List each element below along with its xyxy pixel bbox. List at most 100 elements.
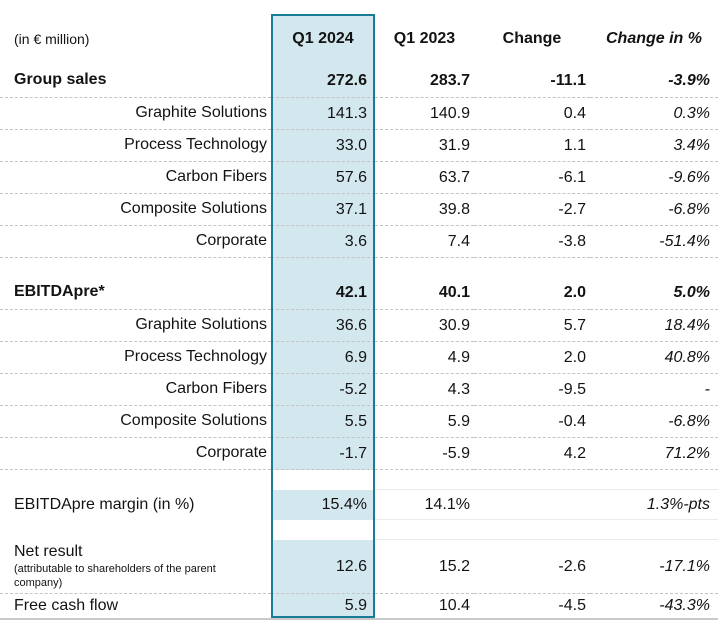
value-change: 0.4 xyxy=(474,98,590,130)
row-label: Composite Solutions xyxy=(120,200,267,218)
row-label: Graphite Solutions xyxy=(135,104,267,122)
value-q1-2023: 40.1 xyxy=(375,276,474,310)
row-label: Group sales xyxy=(14,71,107,89)
value-change: 1.1 xyxy=(474,130,590,162)
value-change xyxy=(474,490,590,520)
value-q1-2023 xyxy=(375,258,474,276)
value-q1-2024: 141.3 xyxy=(271,98,375,130)
column-header-q1-2023: Q1 2023 xyxy=(393,30,456,47)
value-change-pct: 18.4% xyxy=(590,310,718,342)
table-row: Net result (attributable to shareholders… xyxy=(0,540,718,594)
value-change-pct: -51.4% xyxy=(590,226,718,258)
row-label: Carbon Fibers xyxy=(165,168,267,186)
value-change-pct xyxy=(590,520,718,540)
table-row: Graphite Solutions 141.3 140.9 0.4 0.3% xyxy=(0,98,718,130)
value-change-pct: 0.3% xyxy=(590,98,718,130)
value-change: 2.0 xyxy=(474,276,590,310)
table-row: Group sales 272.6 283.7 -11.1 -3.9% xyxy=(0,64,718,98)
row-label: Process Technology xyxy=(124,136,267,154)
value-change-pct: -17.1% xyxy=(590,540,718,594)
value-change-pct: 40.8% xyxy=(590,342,718,374)
value-q1-2024 xyxy=(271,470,375,490)
value-change-pct: 5.0% xyxy=(590,276,718,310)
value-q1-2024: 5.9 xyxy=(271,594,375,618)
value-q1-2024: 57.6 xyxy=(271,162,375,194)
row-label: Carbon Fibers xyxy=(165,380,267,398)
value-change-pct: -9.6% xyxy=(590,162,718,194)
table-row: Corporate 3.6 7.4 -3.8 -51.4% xyxy=(0,226,718,258)
value-change-pct: -3.9% xyxy=(590,64,718,98)
table-row: Carbon Fibers 57.6 63.7 -6.1 -9.6% xyxy=(0,162,718,194)
value-change-pct: 3.4% xyxy=(590,130,718,162)
value-q1-2023 xyxy=(375,520,474,540)
table-row: Composite Solutions 37.1 39.8 -2.7 -6.8% xyxy=(0,194,718,226)
value-change xyxy=(474,520,590,540)
value-q1-2024 xyxy=(271,520,375,540)
row-label: Composite Solutions xyxy=(120,412,267,430)
row-label: Free cash flow xyxy=(14,596,119,614)
table-row: Free cash flow 5.9 10.4 -4.5 -43.3% xyxy=(0,594,718,618)
table-row: Composite Solutions 5.5 5.9 -0.4 -6.8% xyxy=(0,406,718,438)
value-q1-2024: 33.0 xyxy=(271,130,375,162)
value-change-pct xyxy=(590,470,718,490)
row-label: Graphite Solutions xyxy=(135,316,267,334)
value-change-pct: -43.3% xyxy=(659,597,710,614)
value-change: -6.1 xyxy=(474,162,590,194)
value-change-pct: 1.3%-pts xyxy=(590,490,718,520)
row-label: EBITDApre* xyxy=(14,283,105,301)
row-label: Corporate xyxy=(195,444,267,462)
value-change xyxy=(474,470,590,490)
row-label: EBITDApre margin (in %) xyxy=(14,495,195,513)
value-q1-2023: 31.9 xyxy=(375,130,474,162)
value-q1-2023: 7.4 xyxy=(375,226,474,258)
value-q1-2024: 36.6 xyxy=(271,310,375,342)
row-sublabel: (attributable to shareholders of the par… xyxy=(14,562,216,590)
value-change: 5.7 xyxy=(474,310,590,342)
value-change: -11.1 xyxy=(474,64,590,98)
spacer-row xyxy=(0,520,718,540)
value-q1-2023: 30.9 xyxy=(375,310,474,342)
value-q1-2023: 39.8 xyxy=(375,194,474,226)
value-change-pct: -6.8% xyxy=(590,406,718,438)
value-change-pct: -6.8% xyxy=(590,194,718,226)
row-label: Net result xyxy=(14,542,83,560)
value-q1-2023: 283.7 xyxy=(375,64,474,98)
value-q1-2024: 5.5 xyxy=(271,406,375,438)
value-q1-2023: 4.3 xyxy=(375,374,474,406)
table-row: EBITDApre margin (in %) 15.4% 14.1% 1.3%… xyxy=(0,490,718,520)
value-change: -3.8 xyxy=(474,226,590,258)
table-row: Process Technology 6.9 4.9 2.0 40.8% xyxy=(0,342,718,374)
value-q1-2024: 3.6 xyxy=(271,226,375,258)
value-q1-2024: 6.9 xyxy=(271,342,375,374)
value-change xyxy=(474,258,590,276)
value-change-pct xyxy=(590,258,718,276)
value-q1-2023: 14.1% xyxy=(375,490,474,520)
table-row: Process Technology 33.0 31.9 1.1 3.4% xyxy=(0,130,718,162)
value-q1-2023: -5.9 xyxy=(375,438,474,470)
value-change: 2.0 xyxy=(474,342,590,374)
column-header-q1-2024: Q1 2024 xyxy=(271,14,375,64)
value-change: -2.6 xyxy=(474,540,590,594)
value-q1-2023: 4.9 xyxy=(375,342,474,374)
spacer-row xyxy=(0,258,718,276)
value-q1-2023 xyxy=(375,470,474,490)
value-q1-2024: -1.7 xyxy=(271,438,375,470)
value-q1-2024: 12.6 xyxy=(271,540,375,594)
financial-results-table: (in € million) Q1 2024 Q1 2023 Change Ch… xyxy=(0,14,718,620)
table-bottom-rule xyxy=(0,618,718,620)
value-q1-2024 xyxy=(271,258,375,276)
value-q1-2023: 63.7 xyxy=(375,162,474,194)
value-q1-2024: -5.2 xyxy=(271,374,375,406)
table-row: Graphite Solutions 36.6 30.9 5.7 18.4% xyxy=(0,310,718,342)
table-row: Corporate -1.7 -5.9 4.2 71.2% xyxy=(0,438,718,470)
value-q1-2023: 15.2 xyxy=(375,540,474,594)
unit-label: (in € million) xyxy=(14,31,90,47)
value-change: -0.4 xyxy=(474,406,590,438)
value-q1-2023: 10.4 xyxy=(438,597,470,614)
column-header-change-pct: Change in % xyxy=(605,30,702,47)
row-label: Process Technology xyxy=(124,348,267,366)
value-q1-2023: 140.9 xyxy=(375,98,474,130)
value-q1-2023: 5.9 xyxy=(375,406,474,438)
table-header-row: (in € million) Q1 2024 Q1 2023 Change Ch… xyxy=(0,14,718,64)
value-change-pct: - xyxy=(590,374,718,406)
